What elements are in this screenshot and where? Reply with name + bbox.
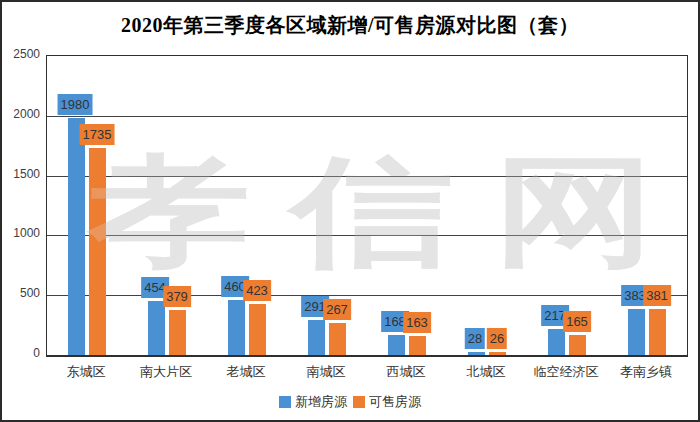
y-tick-label: 500 (2, 286, 40, 300)
x-category-label: 孝南乡镇 (620, 363, 672, 381)
x-category-label: 南大片区 (140, 363, 192, 381)
bar-可售房源 (409, 336, 426, 355)
x-category-label: 老城区 (227, 363, 266, 381)
y-tick-label: 0 (2, 346, 40, 360)
bar-新增房源 (628, 309, 645, 355)
bar-可售房源 (489, 352, 506, 355)
data-label-新增房源: 1980 (58, 94, 93, 115)
bar-新增房源 (388, 335, 405, 355)
y-tick-label: 2000 (2, 107, 40, 121)
y-tick-label: 1000 (2, 226, 40, 240)
data-label-可售房源: 1735 (80, 124, 115, 145)
legend-swatch-icon (353, 396, 365, 408)
data-label-可售房源: 165 (563, 311, 591, 332)
bar-新增房源 (68, 118, 85, 355)
x-category-label: 西城区 (387, 363, 426, 381)
bar-可售房源 (89, 148, 106, 356)
bar-可售房源 (169, 310, 186, 355)
chart-title: 2020年第三季度各区域新增/可售房源对比图（套） (2, 12, 698, 39)
y-tick-label: 2500 (2, 47, 40, 61)
chart-frame: 2020年第三季度各区域新增/可售房源对比图（套） 孝信网 1980173545… (0, 0, 700, 422)
bar-可售房源 (249, 304, 266, 355)
gridline (47, 235, 687, 236)
data-label-可售房源: 423 (243, 280, 271, 301)
legend-label: 可售房源 (369, 393, 421, 411)
data-label-可售房源: 163 (403, 312, 431, 333)
y-tick-label: 1500 (2, 167, 40, 181)
data-label-可售房源: 379 (163, 286, 191, 307)
x-category-label: 东城区 (67, 363, 106, 381)
gridline (47, 176, 687, 177)
bar-新增房源 (148, 301, 165, 355)
x-category-label: 临空经济区 (534, 363, 599, 381)
plot-area: 1980173545437946042329126716816328262171… (46, 55, 688, 357)
bar-新增房源 (468, 352, 485, 355)
bar-可售房源 (329, 323, 346, 355)
bar-可售房源 (649, 309, 666, 355)
data-label-可售房源: 267 (323, 299, 351, 320)
legend: 新增房源 可售房源 (2, 393, 698, 411)
legend-swatch-icon (279, 396, 291, 408)
bar-可售房源 (569, 335, 586, 355)
data-label-可售房源: 381 (643, 285, 671, 306)
legend-label: 新增房源 (295, 393, 347, 411)
gridline (47, 116, 687, 117)
data-label-可售房源: 26 (487, 328, 507, 349)
x-category-label: 北城区 (467, 363, 506, 381)
x-category-label: 南城区 (307, 363, 346, 381)
bar-新增房源 (548, 329, 565, 355)
data-label-新增房源: 28 (465, 328, 485, 349)
legend-item: 新增房源 (279, 393, 347, 411)
bar-新增房源 (228, 300, 245, 355)
bar-新增房源 (308, 320, 325, 355)
legend-item: 可售房源 (353, 393, 421, 411)
